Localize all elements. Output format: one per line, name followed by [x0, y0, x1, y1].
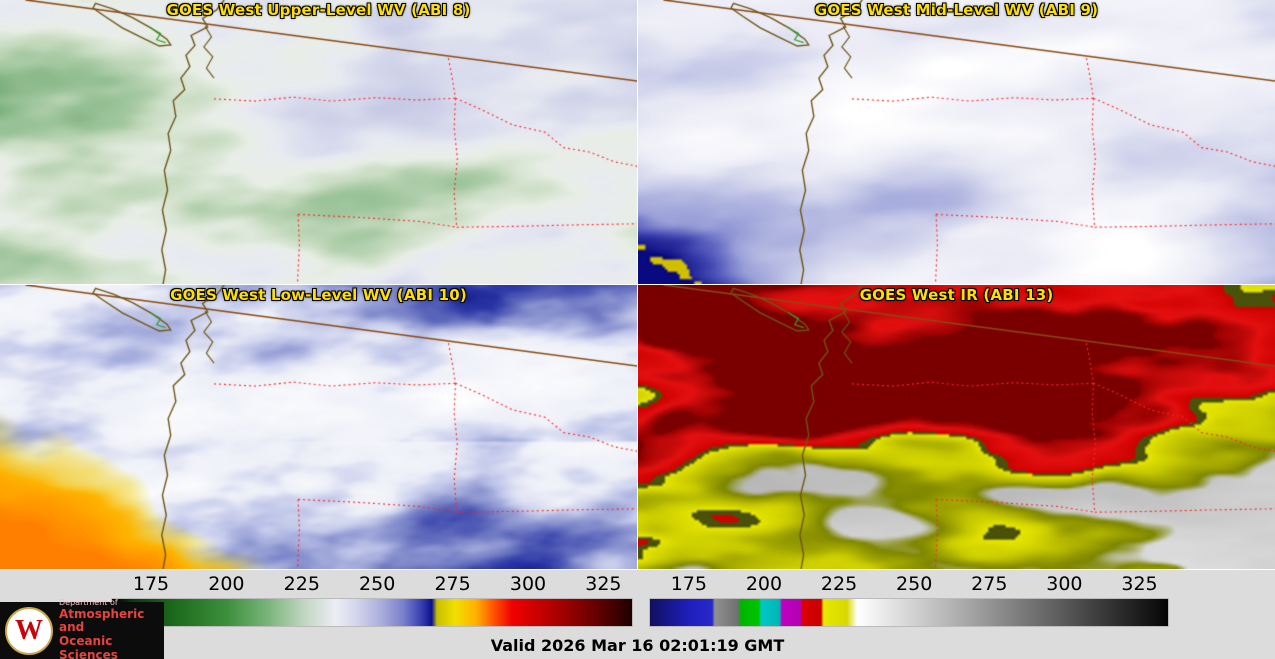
colorbar-tick-label: 250 [896, 573, 933, 595]
colorbar-tick-label: 175 [670, 573, 707, 595]
colorbar-tick-label: 300 [509, 573, 547, 595]
colorbar-tick-label: 275 [971, 573, 1008, 595]
logo-line2-label: Oceanic Sciences [59, 634, 118, 659]
satellite-canvas-mid-wv [638, 0, 1275, 284]
satellite-canvas-ir [638, 285, 1275, 569]
uw-aos-logo-text: Department of Atmospheric and Oceanic Sc… [59, 598, 164, 659]
colorbar-tick-label: 200 [208, 573, 245, 595]
panel-title-low-wv: GOES West Low-Level WV (ABI 10) [170, 286, 467, 304]
colorbar-tick-label: 275 [434, 573, 471, 595]
colorbar-tick-label: 325 [585, 573, 622, 595]
wv-colorbar-ticks: 175 200 225 250 275 300 325 [112, 570, 632, 598]
panel-title-upper-wv: GOES West Upper-Level WV (ABI 8) [166, 1, 471, 19]
logo-line1-label: Atmospheric and [59, 606, 145, 635]
colorbar-tick-label: 225 [283, 573, 320, 595]
ir-colorbar [650, 599, 1168, 626]
colorbar-tick-label: 250 [359, 573, 396, 595]
uw-crest-letter: W [15, 614, 43, 646]
satellite-panel-grid: GOES West Upper-Level WV (ABI 8) GOES We… [0, 0, 1275, 569]
colorbar-tick-label: 200 [745, 573, 783, 595]
colorbar-tick-label: 225 [820, 573, 858, 595]
valid-timestamp: Valid 2026 Mar 16 02:01:19 GMT [490, 636, 785, 655]
uw-crest-icon: W [5, 606, 53, 655]
ir-colorbar-group: 175 200 225 250 275 300 325 [650, 570, 1168, 626]
colorbar-tick-label: 325 [1121, 573, 1158, 595]
panel-title-mid-wv: GOES West Mid-Level WV (ABI 9) [814, 1, 1099, 19]
satellite-canvas-low-wv [0, 285, 637, 569]
ir-colorbar-ticks: 175 200 225 250 275 300 325 [650, 570, 1168, 598]
satellite-canvas-upper-wv [0, 0, 637, 284]
panel-low-level-wv: GOES West Low-Level WV (ABI 10) [0, 285, 637, 569]
uw-aos-logo: W Department of Atmospheric and Oceanic … [0, 598, 164, 659]
panel-title-ir: GOES West IR (ABI 13) [859, 286, 1054, 304]
logo-dept-label: Department of [59, 598, 118, 608]
colorbar-footer: 175 200 225 250 275 300 325 175 200 225 250 275 300… [0, 569, 1275, 659]
wv-colorbar-group: 175 200 225 250 275 300 325 [112, 570, 632, 626]
wv-colorbar [112, 599, 632, 626]
colorbar-tick-label: 300 [1046, 573, 1083, 595]
colorbar-tick-label: 175 [132, 573, 170, 595]
panel-mid-level-wv: GOES West Mid-Level WV (ABI 9) [638, 0, 1275, 284]
panel-upper-level-wv: GOES West Upper-Level WV (ABI 8) [0, 0, 637, 284]
panel-ir: GOES West IR (ABI 13) [638, 285, 1275, 569]
